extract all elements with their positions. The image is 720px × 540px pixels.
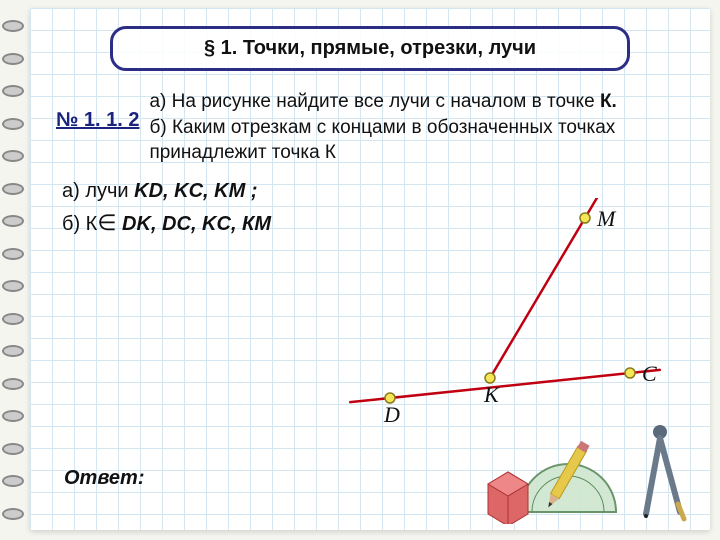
geometry-diagram: D K C M	[320, 198, 680, 428]
grid-paper: § 1. Точки, прямые, отрезки, лучи № 1. 1…	[30, 8, 710, 530]
answer-a-bold: KD, KC, KM ;	[134, 180, 257, 202]
question-row: № 1. 1. 2 а) На рисунке найдите все лучи…	[56, 89, 684, 166]
svg-text:K: K	[483, 382, 500, 407]
svg-text:M: M	[596, 206, 617, 231]
answer-b-bold: DK, DC, KC, КM	[117, 213, 272, 235]
page: § 1. Точки, прямые, отрезки, лучи № 1. 1…	[0, 0, 720, 540]
question-a-prefix: а) На рисунке найдите все лучи с началом…	[149, 91, 599, 112]
decor-tools	[470, 414, 700, 524]
question-a-bold: К.	[600, 91, 617, 112]
answer-label: Ответ:	[64, 467, 145, 490]
answer-a-prefix: а) лучи	[62, 180, 134, 202]
svg-text:C: C	[642, 361, 657, 386]
spiral-binding	[0, 0, 30, 540]
answer-b-prefix: б) К	[62, 213, 97, 235]
element-symbol: ∈	[97, 210, 116, 235]
problem-number[interactable]: № 1. 1. 2	[56, 109, 139, 132]
question-b: б) Каким отрезкам с концами в обозначенн…	[149, 117, 615, 164]
svg-text:D: D	[383, 402, 400, 427]
question-text: а) На рисунке найдите все лучи с началом…	[149, 89, 684, 166]
section-title: § 1. Точки, прямые, отрезки, лучи	[110, 26, 630, 71]
